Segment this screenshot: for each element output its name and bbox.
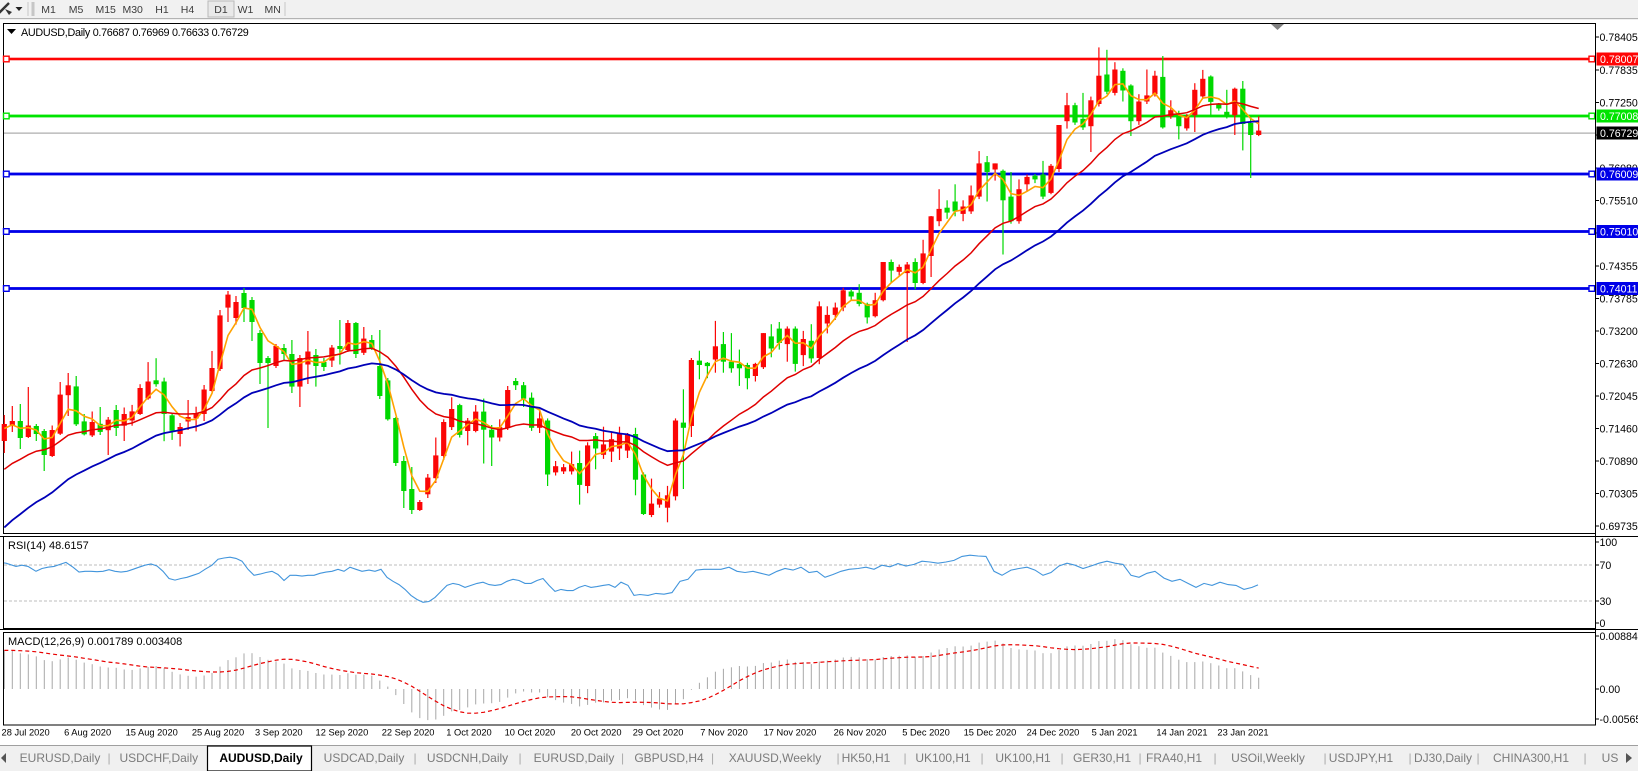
svg-text:10 Oct 2020: 10 Oct 2020 [505, 728, 556, 738]
svg-text:|: | [711, 751, 714, 765]
svg-text:24 Dec 2020: 24 Dec 2020 [1027, 728, 1080, 738]
svg-text:|: | [621, 751, 624, 765]
svg-text:-0.005651: -0.005651 [1600, 714, 1638, 726]
svg-text:|: | [107, 751, 110, 765]
svg-text:0.70890: 0.70890 [1600, 456, 1638, 468]
svg-text:|: | [1476, 751, 1479, 765]
svg-text:GER30,H1: GER30,H1 [1073, 751, 1131, 765]
svg-text:0.75510: 0.75510 [1600, 196, 1638, 208]
svg-text:HK50,H1: HK50,H1 [842, 751, 891, 765]
svg-text:GBPUSD,H4: GBPUSD,H4 [634, 751, 704, 765]
svg-text:0.78405: 0.78405 [1600, 32, 1638, 44]
svg-text:0.70305: 0.70305 [1600, 489, 1638, 501]
svg-text:|: | [518, 751, 521, 765]
svg-text:26 Nov 2020: 26 Nov 2020 [834, 728, 887, 738]
svg-text:|: | [413, 751, 416, 765]
svg-text:M15: M15 [95, 4, 116, 16]
svg-text:23 Jan 2021: 23 Jan 2021 [1217, 728, 1268, 738]
svg-text:FRA40,H1: FRA40,H1 [1146, 751, 1202, 765]
svg-text:14 Jan 2021: 14 Jan 2021 [1156, 728, 1207, 738]
svg-text:0.72045: 0.72045 [1600, 391, 1638, 403]
svg-text:7 Nov 2020: 7 Nov 2020 [700, 728, 748, 738]
svg-text:|: | [1408, 751, 1411, 765]
svg-text:6 Aug 2020: 6 Aug 2020 [64, 728, 111, 738]
svg-text:17 Nov 2020: 17 Nov 2020 [764, 728, 817, 738]
svg-text:EURUSD,Daily: EURUSD,Daily [534, 751, 615, 765]
svg-text:USDCNH,Daily: USDCNH,Daily [427, 751, 508, 765]
svg-text:0.72630: 0.72630 [1600, 359, 1638, 371]
svg-text:EURUSD,Daily: EURUSD,Daily [20, 751, 101, 765]
svg-text:MN: MN [265, 4, 281, 16]
svg-text:0.75010: 0.75010 [1600, 227, 1638, 239]
svg-text:0.00884: 0.00884 [1600, 631, 1638, 643]
svg-text:|: | [980, 751, 983, 765]
svg-text:USDCHF,Daily: USDCHF,Daily [119, 751, 198, 765]
svg-text:MACD(12,26,9) 0.001789 0.00340: MACD(12,26,9) 0.001789 0.003408 [8, 636, 182, 648]
svg-text:1 Oct 2020: 1 Oct 2020 [446, 728, 491, 738]
svg-text:|: | [1583, 751, 1586, 765]
svg-text:0.77008: 0.77008 [1600, 111, 1638, 123]
svg-text:|: | [1138, 751, 1141, 765]
svg-text:30: 30 [1600, 596, 1612, 608]
svg-text:M30: M30 [122, 4, 143, 16]
svg-text:0: 0 [1600, 618, 1606, 630]
svg-text:25 Aug 2020: 25 Aug 2020 [192, 728, 244, 738]
svg-text:D1: D1 [214, 4, 228, 16]
svg-text:0.77835: 0.77835 [1600, 65, 1638, 77]
svg-text:|: | [1323, 751, 1326, 765]
svg-text:USDCAD,Daily: USDCAD,Daily [324, 751, 405, 765]
svg-text:|: | [836, 751, 839, 765]
svg-text:12 Sep 2020: 12 Sep 2020 [316, 728, 369, 738]
svg-text:CHINA300,H1: CHINA300,H1 [1493, 751, 1569, 765]
svg-text:M5: M5 [69, 4, 84, 16]
svg-text:H4: H4 [181, 4, 195, 16]
svg-text:W1: W1 [238, 4, 254, 16]
svg-text:DJ30,Daily: DJ30,Daily [1414, 751, 1472, 765]
svg-text:29 Oct 2020: 29 Oct 2020 [633, 728, 684, 738]
svg-text:28 Jul 2020: 28 Jul 2020 [2, 728, 50, 738]
svg-text:0.73200: 0.73200 [1600, 326, 1638, 338]
svg-text:UK100,H1: UK100,H1 [915, 751, 971, 765]
svg-text:AUDUSD,Daily: AUDUSD,Daily [219, 751, 303, 765]
svg-text:0.77250: 0.77250 [1600, 98, 1638, 110]
svg-text:0.78007: 0.78007 [1600, 54, 1638, 66]
svg-text:AUDUSD,Daily 0.76687 0.76969: AUDUSD,Daily 0.76687 0.76969 0.76633 0.7… [21, 27, 249, 39]
svg-text:USOil,Weekly: USOil,Weekly [1231, 751, 1305, 765]
svg-text:0.73785: 0.73785 [1600, 294, 1638, 306]
svg-text:3 Sep 2020: 3 Sep 2020 [255, 728, 303, 738]
svg-text:15 Dec 2020: 15 Dec 2020 [964, 728, 1017, 738]
svg-text:0.74355: 0.74355 [1600, 261, 1638, 273]
svg-text:USDJPY,H1: USDJPY,H1 [1329, 751, 1394, 765]
svg-text:|: | [903, 751, 906, 765]
svg-text:H1: H1 [155, 4, 169, 16]
svg-text:RSI(14) 48.6157: RSI(14) 48.6157 [8, 540, 89, 552]
svg-text:0.71460: 0.71460 [1600, 424, 1638, 436]
svg-text:20 Oct 2020: 20 Oct 2020 [571, 728, 622, 738]
svg-text:|: | [1060, 751, 1063, 765]
svg-text:70: 70 [1600, 560, 1612, 572]
svg-text:UK100,H1: UK100,H1 [995, 751, 1051, 765]
svg-text:5 Jan 2021: 5 Jan 2021 [1092, 728, 1138, 738]
svg-text:0.00: 0.00 [1600, 684, 1621, 696]
svg-text:M1: M1 [41, 4, 56, 16]
svg-text:5 Dec 2020: 5 Dec 2020 [902, 728, 950, 738]
svg-text:15 Aug 2020: 15 Aug 2020 [126, 728, 178, 738]
svg-text:0.69735: 0.69735 [1600, 521, 1638, 533]
svg-text:0.74011: 0.74011 [1600, 284, 1638, 296]
svg-text:0.76729: 0.76729 [1600, 128, 1638, 140]
svg-text:100: 100 [1600, 537, 1618, 549]
svg-text:US: US [1602, 751, 1619, 765]
svg-text:22 Sep 2020: 22 Sep 2020 [382, 728, 435, 738]
svg-text:0.76009: 0.76009 [1600, 169, 1638, 181]
svg-text:XAUUSD,Weekly: XAUUSD,Weekly [729, 751, 821, 765]
svg-text:|: | [1213, 751, 1216, 765]
